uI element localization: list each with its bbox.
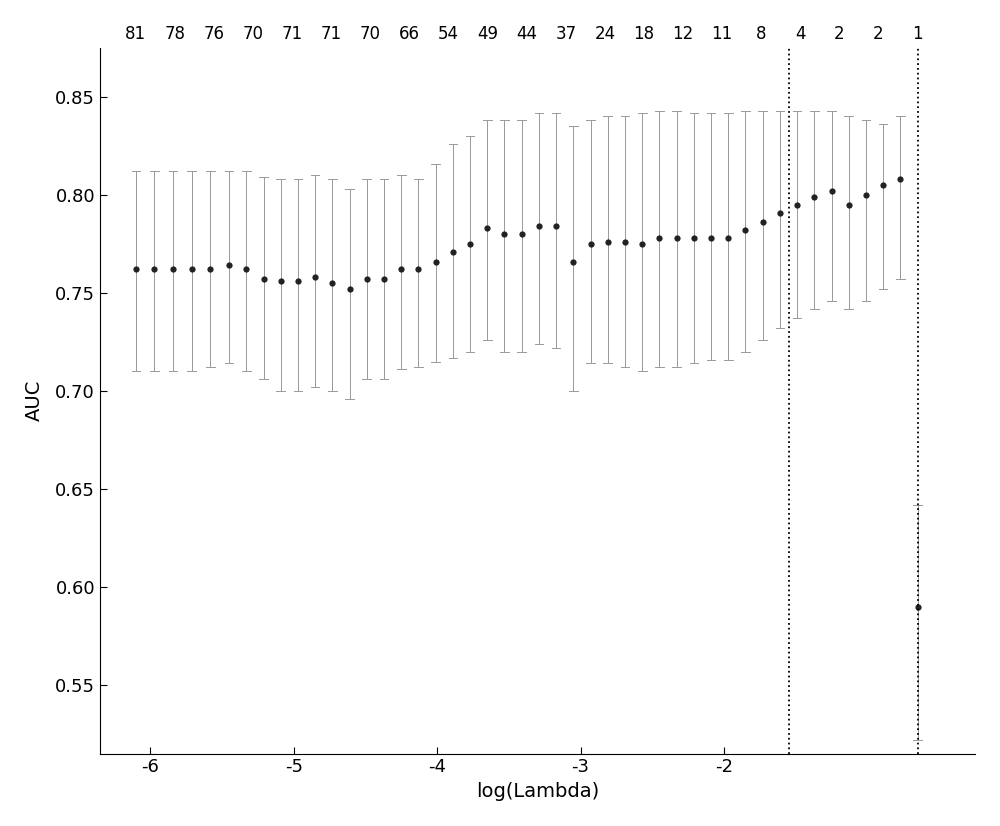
Y-axis label: AUC: AUC	[25, 380, 44, 421]
X-axis label: log(Lambda): log(Lambda)	[476, 782, 599, 801]
